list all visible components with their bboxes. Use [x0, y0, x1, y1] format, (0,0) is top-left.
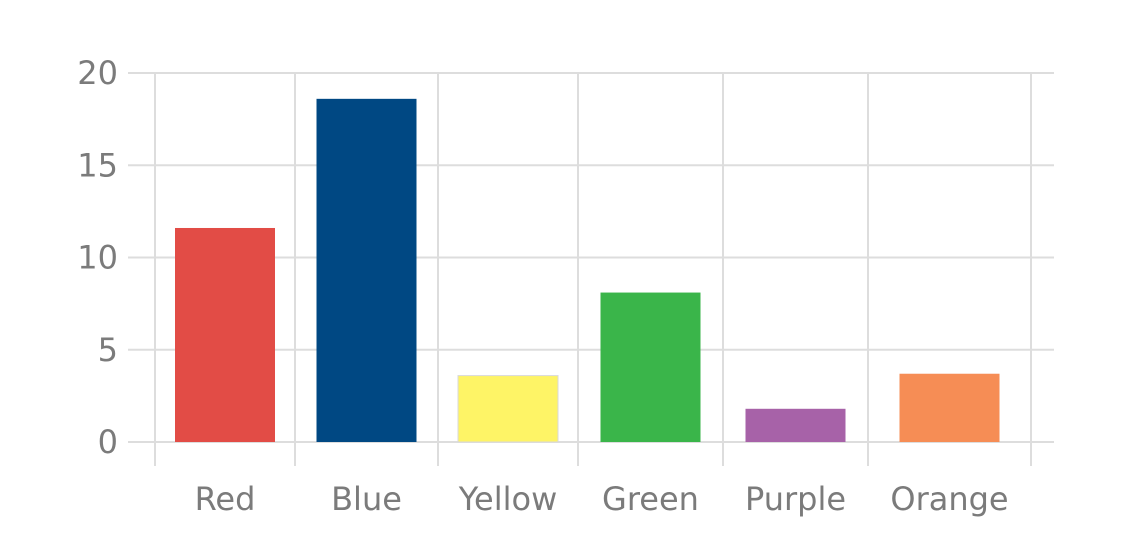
bar-orange: [899, 373, 1000, 442]
y-tick-label: 0: [98, 423, 118, 461]
y-tick-label: 10: [77, 239, 118, 277]
y-tick-label: 20: [77, 54, 118, 92]
y-tick-label: 15: [77, 146, 118, 184]
grid: [128, 72, 1054, 466]
y-axis-ticks: 0 5 10 15 20: [77, 54, 118, 461]
x-category-label: Blue: [331, 480, 402, 518]
bar-blue: [316, 98, 417, 442]
x-category-label: Yellow: [458, 480, 558, 518]
bar-green: [600, 292, 701, 442]
x-category-label: Purple: [745, 480, 846, 518]
x-category-label: Red: [195, 480, 256, 518]
x-axis-labels: Red Blue Yellow Green Purple Orange: [195, 480, 1009, 518]
bar-red: [175, 227, 275, 442]
x-category-label: Orange: [890, 480, 1008, 518]
y-tick-label: 5: [98, 331, 118, 369]
bar-purple: [745, 408, 846, 442]
bar-yellow: [457, 375, 559, 443]
x-category-label: Green: [602, 480, 699, 518]
bars: [175, 98, 1000, 443]
